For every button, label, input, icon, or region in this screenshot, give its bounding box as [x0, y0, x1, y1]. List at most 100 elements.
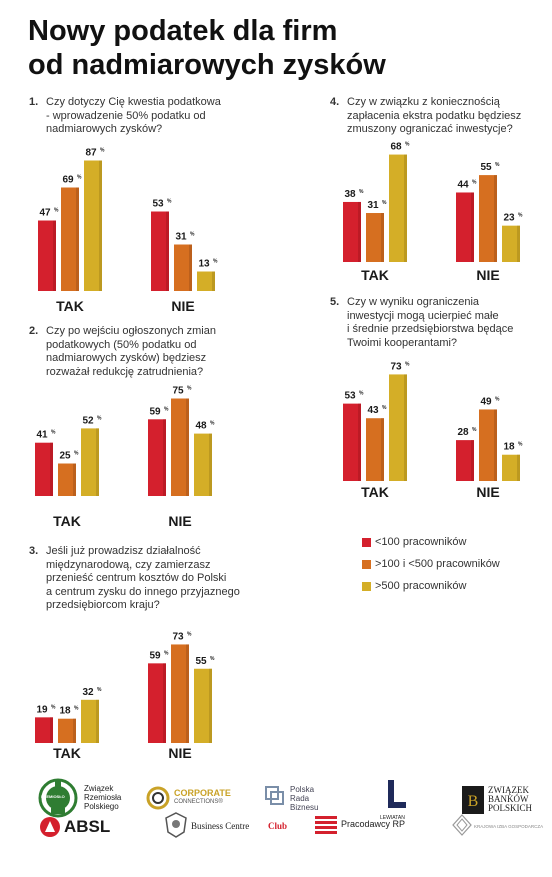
logo-text: ABSL: [64, 817, 111, 836]
bar-shade: [494, 409, 497, 481]
bar-shade: [99, 160, 102, 291]
data-label-unit: %: [97, 687, 102, 693]
logo-text: Club: [268, 821, 288, 831]
data-label-unit: %: [495, 396, 500, 402]
legend-swatch: [362, 560, 371, 569]
data-label-unit: %: [164, 406, 169, 412]
question-line: przenieść centrum kosztów do Polski: [46, 572, 227, 584]
bar-shade: [163, 663, 166, 743]
lewiatan-l-icon: [388, 780, 406, 808]
bar-shade: [404, 374, 407, 481]
data-label-unit: %: [74, 451, 79, 457]
bar-tak-series-2: [366, 213, 384, 262]
logo-text: LEWIATAN: [380, 815, 405, 821]
zrp-emblem-icon: [38, 778, 78, 818]
question-line: zapłacenia ekstra podatku będziesz: [347, 109, 522, 122]
svg-text:B: B: [468, 793, 479, 810]
category-label-nie: NIE: [476, 267, 499, 283]
data-label-unit: %: [74, 706, 79, 712]
bar-shade: [404, 154, 407, 262]
bar-shade: [73, 718, 76, 743]
bar-nie-series-2: [174, 244, 192, 291]
legend-label: >100 i <500 pracowników: [375, 558, 500, 570]
bar-shade: [53, 220, 56, 291]
data-label-unit: %: [187, 631, 192, 637]
legend-label: >500 pracowników: [375, 580, 467, 592]
logo-text: CONNECTIONS®: [174, 799, 223, 805]
data-label: 52: [82, 415, 94, 426]
bar-nie-series-1: [148, 419, 166, 496]
bar-nie-series-2: [171, 644, 189, 743]
data-label: 13: [198, 259, 210, 270]
logo-text: Biznesu: [290, 803, 319, 812]
bar-nie-series-3: [194, 668, 212, 743]
logo-absl: ABSL: [40, 815, 120, 839]
bar-shade: [209, 668, 212, 743]
bar-nie-series-3: [197, 271, 215, 291]
data-label-unit: %: [359, 391, 364, 397]
bar-nie-series-1: [148, 663, 166, 743]
bar-shade: [358, 201, 361, 262]
bar-shade: [76, 187, 79, 291]
question-line: Czy w wyniku ograniczenia: [347, 296, 480, 308]
bar-shade: [166, 211, 169, 291]
question-line: Czy w związku z koniecznością: [347, 96, 500, 108]
data-label: 23: [503, 213, 515, 224]
question-line: międzynarodową, czy zamierzasz: [46, 558, 211, 571]
data-label: 59: [149, 650, 161, 661]
logo-kig: KRAJOWA IZBA GOSPODARCZA: [452, 814, 552, 840]
data-label-unit: %: [167, 199, 172, 205]
data-label: 44: [457, 179, 469, 190]
data-label-unit: %: [472, 427, 477, 433]
data-label: 68: [390, 142, 402, 153]
bar-shade: [517, 454, 520, 481]
data-label-unit: %: [97, 415, 102, 421]
logo-text: CORPORATE: [174, 788, 231, 798]
question-number: 3.: [29, 545, 39, 557]
question-line: Czy po wejściu ogłoszonych zmian: [46, 325, 216, 337]
bar-tak-series-2: [61, 187, 79, 291]
question-line: a centrum zysku do innego przyjaznego: [46, 585, 240, 598]
logo-text: Polskiego: [84, 802, 119, 811]
bar-shade: [96, 699, 99, 743]
data-label: 31: [175, 232, 187, 243]
logo-text: ZWIĄZEK: [488, 785, 529, 795]
data-label-unit: %: [77, 175, 82, 181]
data-label: 38: [344, 189, 356, 200]
data-label-unit: %: [210, 656, 215, 662]
data-label: 55: [195, 656, 207, 667]
bar-nie-series-3: [194, 433, 212, 496]
question-line: i średnie przedsiębiorstwa będące: [347, 323, 514, 335]
bar-nie-series-3: [502, 454, 520, 481]
logo-text: Pracodawcy RP: [341, 819, 406, 829]
prb-square-icon: [265, 786, 284, 805]
logo-zbp: B ZWIĄZEK BANKÓW POLSKICH: [462, 786, 546, 820]
question-line: przedsiębiorcom kraju?: [46, 599, 160, 611]
data-label: 32: [82, 687, 94, 698]
bar-nie-series-2: [479, 409, 497, 481]
legend-label: <100 pracowników: [375, 536, 467, 548]
legend-swatch: [362, 582, 371, 591]
bar-shade: [471, 192, 474, 262]
question-line: Jeśli już prowadzisz działalność: [46, 545, 201, 557]
bar-nie-series-1: [456, 440, 474, 481]
logo-text: KRAJOWA IZBA GOSPODARCZA: [474, 824, 544, 829]
bar-nie-series-2: [171, 398, 189, 496]
category-label-nie: NIE: [168, 513, 191, 529]
bar-tak-series-1: [35, 717, 53, 743]
data-label: 87: [85, 148, 97, 159]
bar-tak-series-3: [389, 154, 407, 262]
data-label-unit: %: [213, 259, 218, 265]
question-line: inwestycji mogą ucierpieć małe: [347, 309, 499, 322]
category-label-tak: TAK: [56, 298, 84, 314]
data-label: 53: [152, 199, 164, 210]
data-label: 55: [480, 162, 492, 173]
category-label-tak: TAK: [361, 267, 389, 283]
data-label: 59: [149, 406, 161, 417]
data-label: 41: [36, 430, 48, 441]
bar-tak-series-1: [35, 442, 53, 496]
